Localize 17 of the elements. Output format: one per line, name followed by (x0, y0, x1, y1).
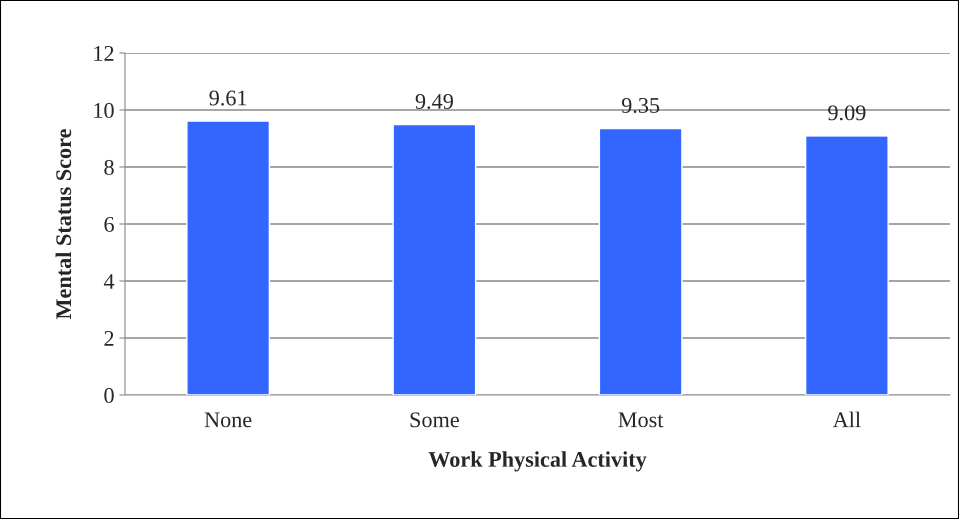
y-tick-label: 6 (104, 216, 114, 232)
y-axis-title: Mental Status Score (56, 129, 72, 320)
y-tick-label: 12 (94, 46, 114, 61)
x-axis-title: Work Physical Activity (428, 451, 647, 472)
data-label: 9.61 (209, 90, 246, 106)
data-label: 9.35 (622, 98, 660, 113)
y-tick-label: 0 (104, 388, 114, 403)
x-tick-label: None (204, 412, 252, 428)
data-label: 9.49 (416, 94, 453, 110)
x-tick-label: Some (410, 412, 459, 428)
data-label: 9.09 (828, 105, 866, 120)
x-tick-label: All (832, 412, 861, 428)
y-tick-label: 4 (104, 274, 114, 289)
y-tick-label: 2 (104, 330, 114, 346)
y-tick-label: 8 (104, 160, 114, 175)
y-tick-label: 10 (94, 102, 114, 118)
x-tick-label: Most (618, 412, 664, 428)
